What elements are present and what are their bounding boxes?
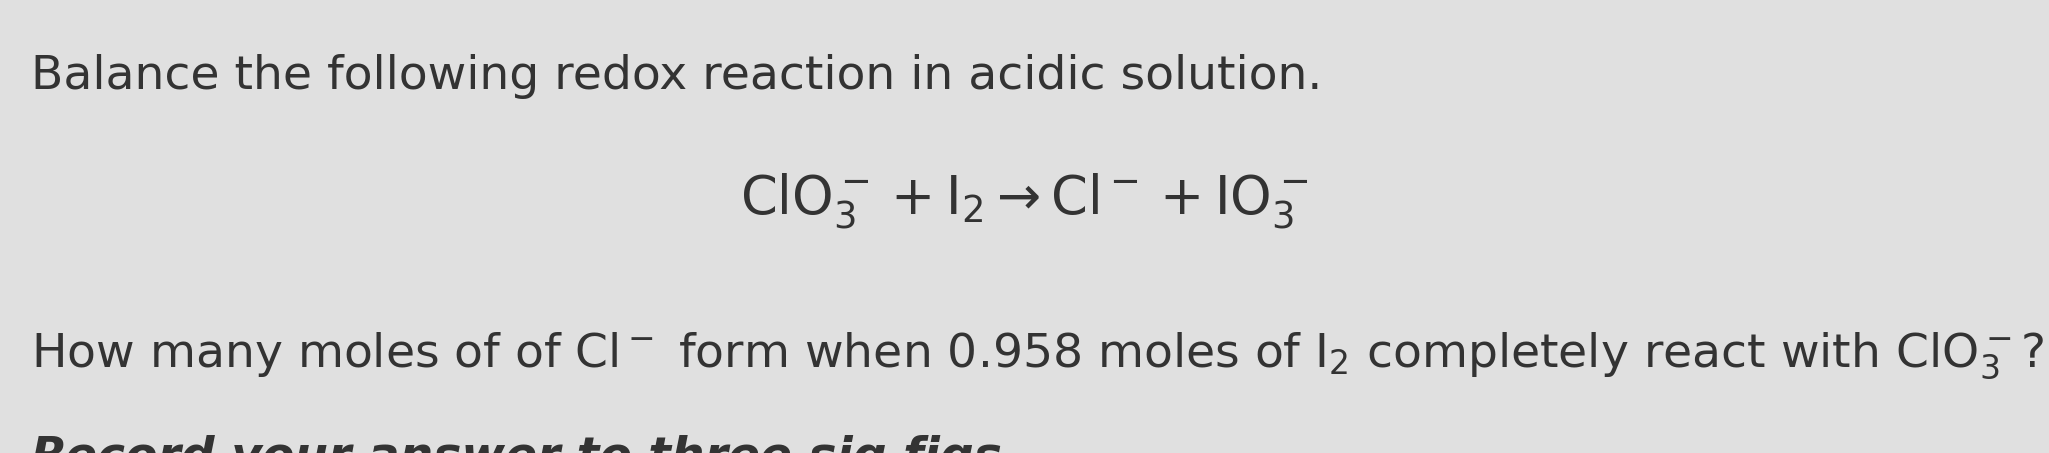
Text: Record your answer to three sig figs.: Record your answer to three sig figs. [31, 435, 1020, 453]
Text: $\mathsf{ClO_3^- + I_2 \rightarrow Cl^- + IO_3^-}$: $\mathsf{ClO_3^- + I_2 \rightarrow Cl^- … [740, 172, 1309, 231]
Text: Balance the following redox reaction in acidic solution.: Balance the following redox reaction in … [31, 54, 1322, 99]
Text: How many moles of of $\mathsf{Cl^-}$ form when 0.958 moles of $\mathsf{I_2}$ com: How many moles of of $\mathsf{Cl^-}$ for… [31, 331, 2045, 381]
